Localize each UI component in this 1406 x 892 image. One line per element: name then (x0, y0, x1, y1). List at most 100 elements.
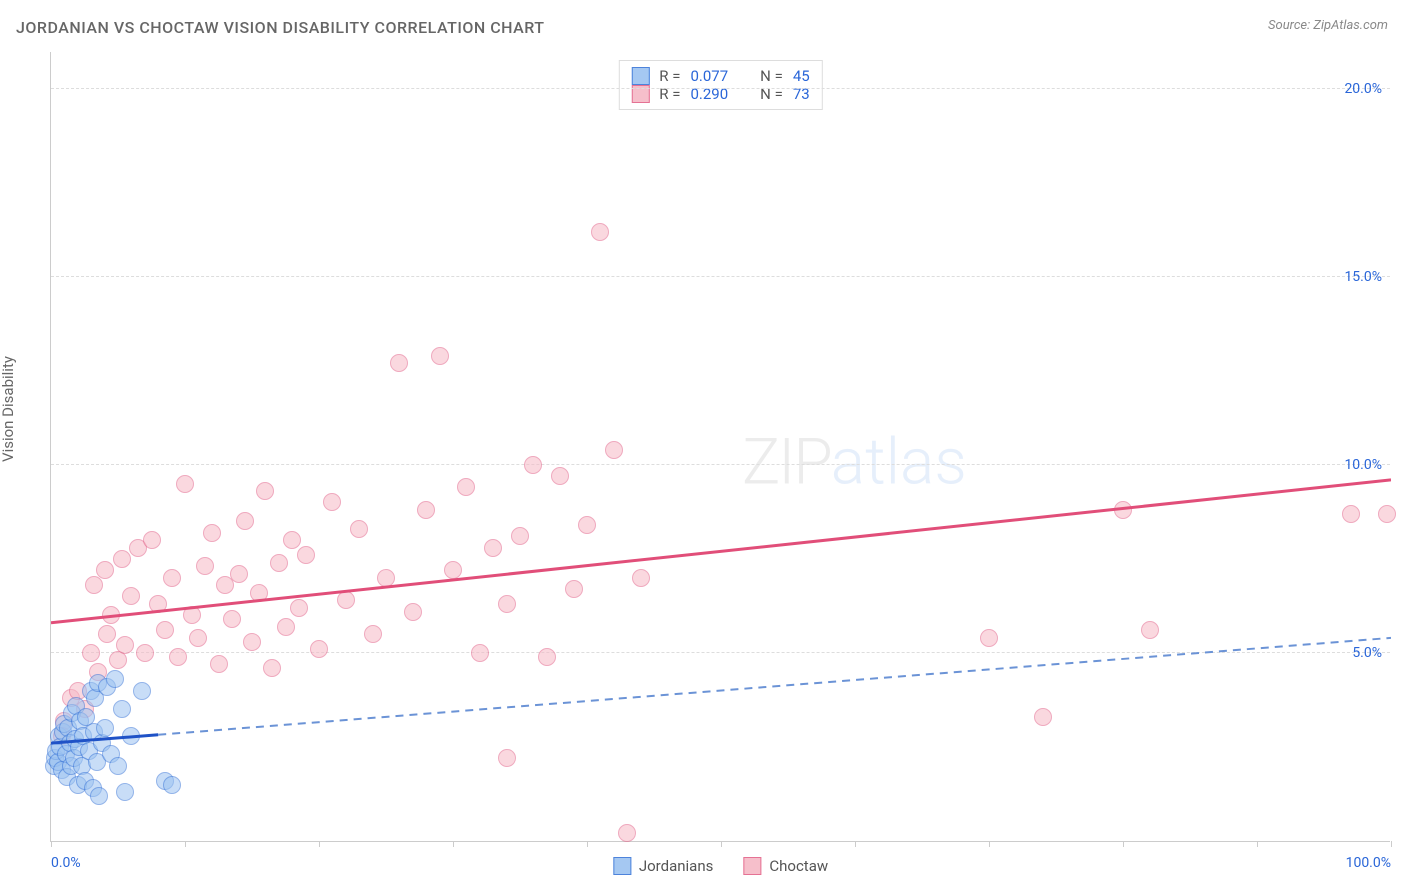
data-point-jordanians (90, 787, 108, 805)
x-tick (855, 841, 856, 847)
gridline (51, 88, 1390, 89)
data-point-choctaw (1141, 621, 1159, 639)
data-point-jordanians (113, 700, 131, 718)
correlation-info-box: R = 0.077 N = 45 R = 0.290 N = 73 (618, 60, 822, 110)
data-point-choctaw (498, 595, 516, 613)
x-tick (721, 841, 722, 847)
data-point-choctaw (498, 749, 516, 767)
data-point-choctaw (1378, 505, 1396, 523)
data-point-choctaw (277, 618, 295, 636)
data-point-choctaw (290, 599, 308, 617)
data-point-choctaw (565, 580, 583, 598)
data-point-choctaw (551, 467, 569, 485)
data-point-choctaw (176, 475, 194, 493)
data-point-jordanians (96, 719, 114, 737)
data-point-jordanians (163, 776, 181, 794)
data-point-choctaw (189, 629, 207, 647)
data-point-choctaw (337, 591, 355, 609)
data-point-choctaw (116, 636, 134, 654)
gridline (51, 464, 1390, 465)
x-tick (51, 841, 52, 847)
data-point-choctaw (1342, 505, 1360, 523)
gridline (51, 652, 1390, 653)
data-point-choctaw (377, 569, 395, 587)
data-point-choctaw (143, 531, 161, 549)
data-point-choctaw (431, 347, 449, 365)
data-point-choctaw (256, 482, 274, 500)
data-point-choctaw (223, 610, 241, 628)
data-point-choctaw (364, 625, 382, 643)
data-point-choctaw (283, 531, 301, 549)
y-tick-label: 10.0% (1344, 457, 1382, 473)
data-point-choctaw (297, 546, 315, 564)
data-point-choctaw (236, 512, 254, 530)
data-point-choctaw (1034, 708, 1052, 726)
x-tick-label: 0.0% (51, 855, 81, 871)
data-point-choctaw (538, 648, 556, 666)
data-point-choctaw (417, 501, 435, 519)
data-point-choctaw (270, 554, 288, 572)
legend: Jordanians Choctaw (613, 857, 828, 875)
data-point-choctaw (390, 354, 408, 372)
data-point-choctaw (82, 644, 100, 662)
data-point-choctaw (156, 621, 174, 639)
x-tick (453, 841, 454, 847)
data-point-choctaw (591, 223, 609, 241)
scatter-plot: ZIPatlas R = 0.077 N = 45 R = 0.290 N = … (50, 52, 1390, 842)
data-point-choctaw (183, 606, 201, 624)
data-point-jordanians (133, 682, 151, 700)
data-point-choctaw (605, 441, 623, 459)
legend-item-choctaw: Choctaw (743, 857, 828, 875)
chart-title: JORDANIAN VS CHOCTAW VISION DISABILITY C… (16, 18, 545, 37)
x-tick (1123, 841, 1124, 847)
data-point-choctaw (169, 648, 187, 666)
trend-line-jordanians (51, 51, 1391, 841)
data-point-choctaw (122, 587, 140, 605)
data-point-choctaw (250, 584, 268, 602)
swatch-choctaw (743, 857, 761, 875)
y-axis-label: Vision Disability (0, 356, 17, 462)
data-point-choctaw (196, 557, 214, 575)
data-point-choctaw (243, 633, 261, 651)
legend-item-jordanians: Jordanians (613, 857, 714, 875)
y-tick-label: 15.0% (1344, 269, 1382, 285)
x-tick (319, 841, 320, 847)
data-point-choctaw (618, 824, 636, 842)
data-point-jordanians (122, 727, 140, 745)
data-point-choctaw (163, 569, 181, 587)
data-point-choctaw (98, 625, 116, 643)
data-point-choctaw (980, 629, 998, 647)
data-point-choctaw (404, 603, 422, 621)
data-point-choctaw (136, 644, 154, 662)
gridline (51, 276, 1390, 277)
data-point-choctaw (444, 561, 462, 579)
data-point-choctaw (210, 655, 228, 673)
data-point-choctaw (471, 644, 489, 662)
data-point-choctaw (113, 550, 131, 568)
data-point-choctaw (230, 565, 248, 583)
data-point-choctaw (102, 606, 120, 624)
x-tick (989, 841, 990, 847)
data-point-choctaw (263, 659, 281, 677)
data-point-choctaw (350, 520, 368, 538)
x-tick (185, 841, 186, 847)
data-point-choctaw (457, 478, 475, 496)
watermark: ZIPatlas (742, 425, 967, 500)
data-point-choctaw (85, 576, 103, 594)
data-point-choctaw (149, 595, 167, 613)
data-point-choctaw (1114, 501, 1132, 519)
data-point-jordanians (106, 670, 124, 688)
x-tick (1391, 841, 1392, 847)
data-point-choctaw (484, 539, 502, 557)
x-tick-label: 100.0% (1346, 855, 1391, 871)
y-tick-label: 20.0% (1344, 81, 1382, 97)
data-point-jordanians (116, 783, 134, 801)
trend-line-choctaw (51, 51, 1391, 841)
y-tick-label: 5.0% (1352, 645, 1382, 661)
data-point-choctaw (578, 516, 596, 534)
source-label: Source: ZipAtlas.com (1268, 18, 1388, 33)
data-point-choctaw (310, 640, 328, 658)
data-point-choctaw (96, 561, 114, 579)
data-point-choctaw (203, 524, 221, 542)
data-point-choctaw (524, 456, 542, 474)
